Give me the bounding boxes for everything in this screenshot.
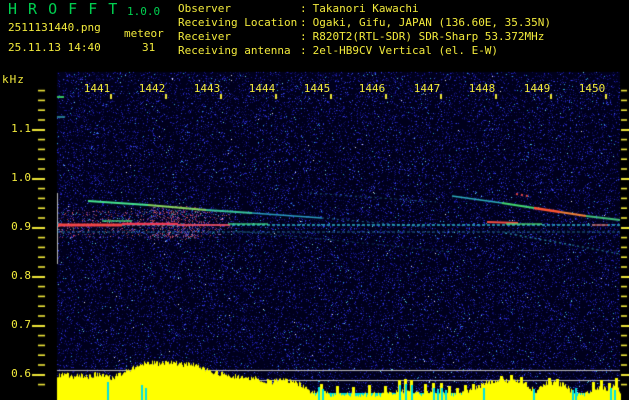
info-value: 2el-HB9CV Vertical (el. E-W) <box>312 44 499 57</box>
time-axis-label: 1445 <box>303 82 331 95</box>
info-colon: : <box>300 44 307 57</box>
info-label: Receiving antenna <box>178 44 291 57</box>
info-row: Receiver: R820T2(RTL-SDR) SDR-Sharp 53.37… <box>178 30 551 44</box>
app-title: H R O F F T <box>8 0 119 18</box>
freq-axis-unit: kHz <box>2 73 25 86</box>
info-label: Receiver <box>178 30 231 43</box>
time-axis-label: 1441 <box>83 82 111 95</box>
info-colon: : <box>300 16 307 29</box>
info-row: Receiving antenna:2el-HB9CV Vertical (el… <box>178 44 551 58</box>
station-info-block: Observer: Takanori Kawachi Receiving Locat… <box>178 2 551 58</box>
time-axis-label: 1442 <box>138 82 166 95</box>
time-axis-label: 1447 <box>413 82 441 95</box>
time-axis-label: 1450 <box>578 82 606 95</box>
freq-axis-label: 0.7 <box>11 318 31 331</box>
freq-axis-label: 1.0 <box>11 171 31 184</box>
freq-axis-label: 0.9 <box>11 220 31 233</box>
info-value: Ogaki, Gifu, JAPAN (136.60E, 35.35N) <box>312 16 552 29</box>
freq-axis-label: 0.8 <box>11 269 31 282</box>
info-label: Observer <box>178 2 231 15</box>
info-colon: : <box>300 30 307 43</box>
freq-axis-label: 0.6 <box>11 367 31 380</box>
observation-datetime: 25.11.13 14:40 <box>8 41 101 54</box>
time-axis-label: 1446 <box>358 82 386 95</box>
time-axis-label: 1448 <box>468 82 496 95</box>
time-axis-label: 1443 <box>193 82 221 95</box>
freq-axis-label: 1.1 <box>11 122 31 135</box>
observation-mode-label: meteor <box>124 27 164 40</box>
time-axis-label: 1444 <box>248 82 276 95</box>
info-value: R820T2(RTL-SDR) SDR-Sharp 53.372MHz <box>312 30 545 43</box>
meteor-count: 31 <box>142 41 156 54</box>
info-label: Receiving Location <box>178 16 298 29</box>
time-axis-label: 1449 <box>523 82 551 95</box>
app-version: 1.0.0 <box>127 5 161 18</box>
output-filename: 2511131440.png <box>8 21 101 34</box>
info-value: Takanori Kawachi <box>312 2 419 15</box>
info-row: Observer: Takanori Kawachi <box>178 2 551 16</box>
info-row: Receiving Location: Ogaki, Gifu, JAPAN (1… <box>178 16 551 30</box>
info-colon: : <box>300 2 307 15</box>
